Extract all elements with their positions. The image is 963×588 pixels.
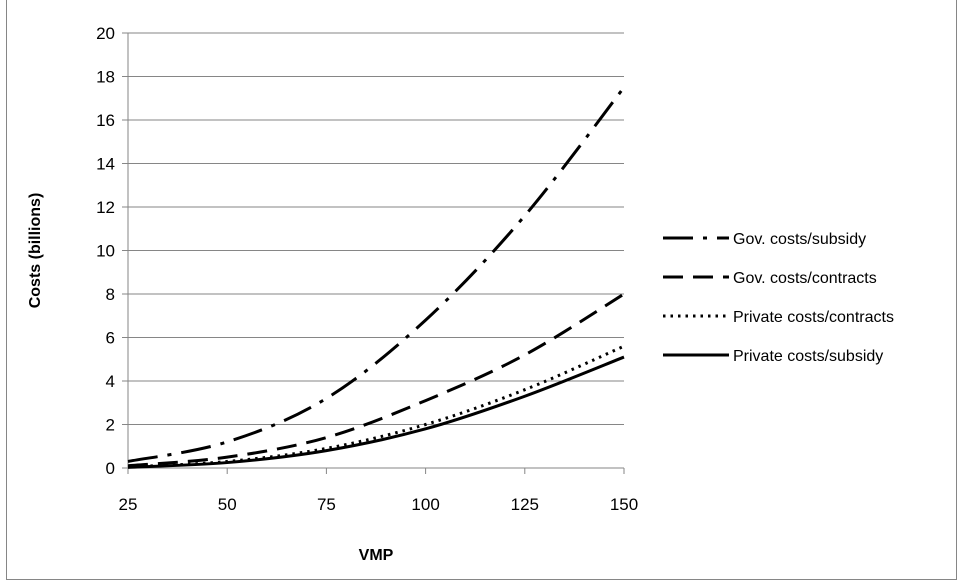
gridlines — [128, 32, 624, 425]
legend: Gov. costs/subsidy Gov. costs/contracts Pr… — [663, 231, 894, 365]
line-chart: 0 2 4 6 8 10 12 14 16 18 20 25 50 75 100 125 150 Costs … — [27, 24, 894, 564]
y-tick-labels: 0 2 4 6 8 10 12 14 16 18 20 — [96, 24, 115, 478]
legend-label: Private costs/contracts — [733, 309, 894, 326]
y-tick-label: 10 — [96, 242, 115, 261]
y-tick-label: 8 — [106, 285, 115, 304]
y-tick-label: 20 — [96, 24, 115, 43]
y-tick-label: 16 — [96, 111, 115, 130]
y-tick-label: 2 — [106, 416, 115, 435]
series-line-4 — [127, 355, 625, 469]
y-tick-label: 12 — [96, 198, 115, 217]
axes — [122, 32, 625, 474]
legend-label: Gov. costs/contracts — [733, 270, 877, 287]
x-tick-label: 50 — [218, 495, 237, 514]
x-tick-labels: 25 50 75 100 125 150 — [119, 495, 639, 514]
x-axis-title: VMP — [359, 547, 394, 564]
x-tick-label: 75 — [317, 495, 336, 514]
y-axis-title: Costs (billions) — [27, 193, 44, 309]
chart-frame: 0 2 4 6 8 10 12 14 16 18 20 25 50 75 100 125 150 Costs … — [6, 0, 957, 580]
series-line-1 — [127, 86, 626, 463]
legend-label: Gov. costs/subsidy — [733, 231, 866, 248]
series-lines — [127, 86, 626, 469]
series-line-3 — [127, 344, 625, 469]
y-tick-label: 6 — [106, 329, 115, 348]
y-tick-label: 14 — [96, 155, 115, 174]
series-line-2 — [127, 292, 625, 468]
x-tick-label: 150 — [610, 495, 638, 514]
legend-label: Private costs/subsidy — [733, 348, 883, 365]
x-tick-label: 125 — [511, 495, 539, 514]
x-tick-label: 25 — [119, 495, 138, 514]
y-tick-label: 4 — [106, 372, 115, 391]
y-tick-label: 0 — [106, 459, 115, 478]
y-tick-label: 18 — [96, 68, 115, 87]
x-tick-label: 100 — [411, 495, 439, 514]
